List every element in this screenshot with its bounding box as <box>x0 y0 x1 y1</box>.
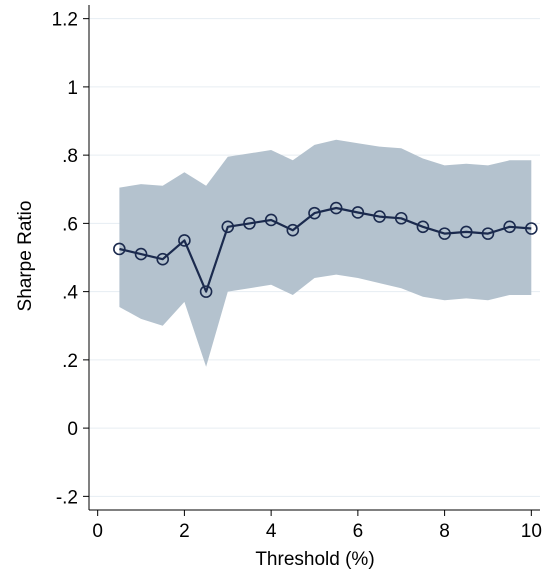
x-tick-label-4: 8 <box>439 521 450 542</box>
data-point-16 <box>459 225 473 239</box>
y-tick-label-0: -.2 <box>56 487 78 508</box>
data-point-18 <box>503 220 516 234</box>
series-line <box>113 201 538 298</box>
data-point-9 <box>308 206 321 220</box>
data-point-19 <box>525 222 538 235</box>
y-tick-label-5: .8 <box>62 146 78 167</box>
y-tick-label-2: .2 <box>62 351 78 372</box>
y-axis-title: Sharpe Ratio <box>15 201 36 312</box>
data-point-5 <box>221 220 235 234</box>
x-tick-label-0: 0 <box>92 521 103 542</box>
y-tick-label-1: 0 <box>67 419 78 440</box>
data-point-0 <box>113 242 126 256</box>
data-point-13 <box>394 211 408 225</box>
data-point-2 <box>156 252 170 266</box>
data-point-15 <box>438 227 451 240</box>
x-tick-label-1: 2 <box>179 521 190 542</box>
x-axis-title: Threshold (%) <box>255 549 374 570</box>
confidence-band <box>119 139 532 367</box>
y-tick-label-3: .4 <box>62 283 78 304</box>
data-point-7 <box>264 213 278 227</box>
data-point-3 <box>178 234 191 247</box>
y-tick-label-6: 1 <box>67 78 78 99</box>
data-point-17 <box>481 227 495 240</box>
y-tick-label-4: .6 <box>62 214 78 235</box>
x-tick-label-2: 4 <box>266 521 277 542</box>
x-tick-label-3: 6 <box>353 521 364 542</box>
data-point-14 <box>416 220 430 234</box>
axes: -.2 0 .2 .4 .6 .8 1 1.2 0 2 4 6 8 10 <box>52 5 542 542</box>
data-point-8 <box>286 223 300 237</box>
data-point-1 <box>134 247 148 261</box>
data-point-6 <box>243 217 256 230</box>
y-tick-label-7: 1.2 <box>52 10 78 31</box>
data-point-4 <box>199 285 213 298</box>
data-point-11 <box>351 206 365 219</box>
series-0-line <box>119 206 532 293</box>
data-point-10 <box>329 201 343 215</box>
data-point-12 <box>373 210 386 223</box>
x-tick-label-5: 10 <box>521 521 542 542</box>
